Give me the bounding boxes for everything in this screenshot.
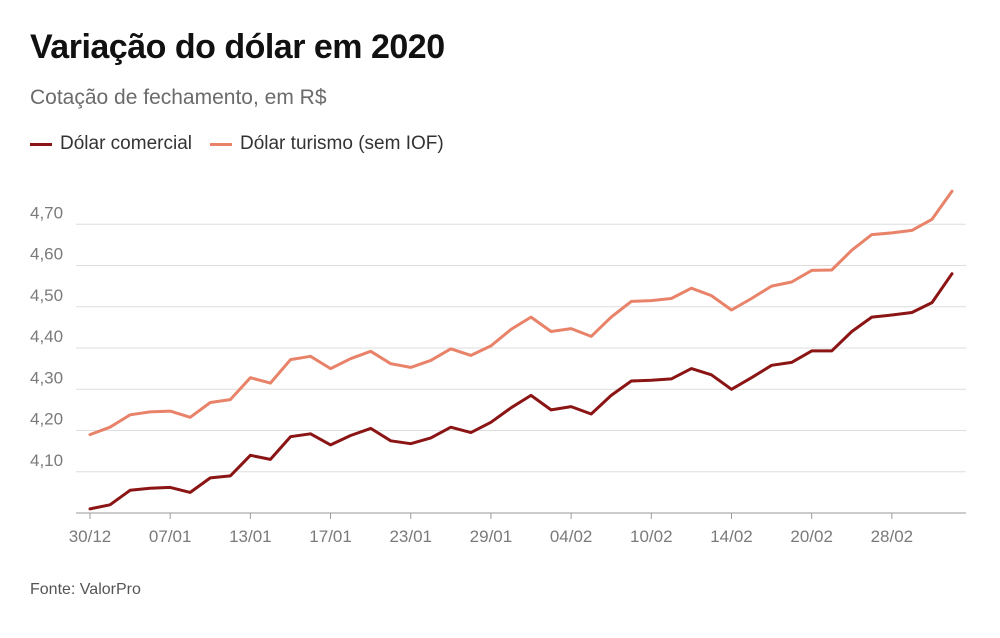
chart-legend: Dólar comercial Dólar turismo (sem IOF) bbox=[30, 133, 462, 155]
x-tick-label: 20/02 bbox=[790, 527, 833, 546]
y-tick-label: 4,70 bbox=[30, 203, 63, 222]
chart-source: Fonte: ValorPro bbox=[30, 581, 141, 598]
legend-swatch-turismo bbox=[209, 142, 232, 146]
x-tick-label: 10/02 bbox=[630, 527, 673, 546]
x-tick-label: 14/02 bbox=[710, 527, 753, 546]
series-line-turismo bbox=[88, 189, 954, 437]
chart-subtitle: Cotação de fechamento, em R$ bbox=[30, 86, 327, 109]
y-tick-label: 4,40 bbox=[30, 327, 63, 346]
legend-item-comercial: Dólar comercial bbox=[30, 133, 192, 155]
y-tick-label: 4,10 bbox=[30, 451, 63, 470]
legend-item-turismo: Dólar turismo (sem IOF) bbox=[209, 133, 444, 155]
chart-title: Variação do dólar em 2020 bbox=[30, 28, 445, 66]
x-tick-label: 29/01 bbox=[470, 527, 513, 546]
legend-swatch-comercial bbox=[30, 142, 52, 146]
x-tick-label: 07/01 bbox=[149, 527, 192, 546]
legend-label-turismo: Dólar turismo (sem IOF) bbox=[239, 133, 444, 154]
y-tick-label: 4,60 bbox=[30, 245, 63, 264]
x-tick-label: 17/01 bbox=[309, 527, 352, 546]
y-tick-label: 4,50 bbox=[30, 286, 63, 305]
series-line-comercial bbox=[88, 272, 954, 511]
x-tick-label: 04/02 bbox=[550, 527, 593, 546]
x-tick-label: 28/02 bbox=[871, 527, 914, 546]
legend-label-comercial: Dólar comercial bbox=[60, 133, 192, 154]
x-tick-label: 13/01 bbox=[229, 527, 272, 546]
y-tick-label: 4,20 bbox=[30, 410, 63, 429]
x-tick-label: 23/01 bbox=[389, 527, 432, 546]
y-tick-label: 4,30 bbox=[30, 368, 63, 387]
x-tick-label: 30/12 bbox=[69, 527, 112, 546]
